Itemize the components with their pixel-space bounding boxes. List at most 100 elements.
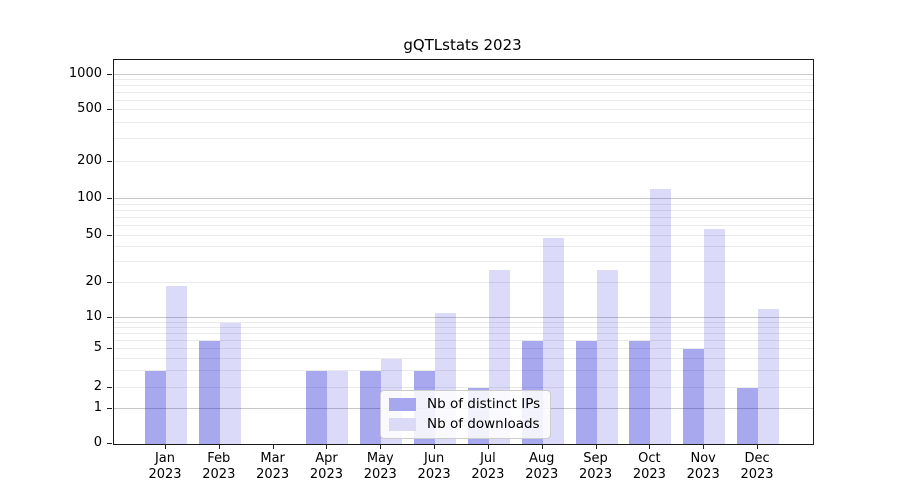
- x-tick-mark: [649, 444, 651, 449]
- x-tick-mark: [218, 444, 220, 449]
- x-tick-label: Dec 2023: [727, 451, 787, 483]
- bar-distinct-ips: [737, 388, 759, 444]
- x-tick-label-year: 2023: [632, 467, 666, 482]
- y-tick-mark: [107, 387, 112, 388]
- x-tick-label-year: 2023: [686, 467, 720, 482]
- y-tick-mark: [107, 282, 112, 283]
- y-tick-label: 500: [77, 101, 102, 116]
- x-tick-label: Oct 2023: [619, 451, 679, 483]
- gridline-minor: [114, 321, 813, 323]
- y-tick-label: 5: [93, 340, 102, 355]
- x-tick-label-year: 2023: [579, 467, 613, 482]
- bar-distinct-ips: [306, 370, 328, 444]
- y-tick-label: 10: [85, 309, 102, 324]
- gridline-minor: [114, 92, 813, 94]
- x-tick-label-year: 2023: [525, 467, 559, 482]
- gridline-minor: [114, 121, 813, 123]
- x-tick-label-year: 2023: [148, 467, 182, 482]
- legend-swatch-distinct-ips: [389, 398, 416, 411]
- x-tick-mark: [165, 444, 166, 449]
- gridline-minor: [114, 217, 813, 219]
- y-tick-mark: [107, 161, 112, 162]
- y-tick-mark: [107, 74, 112, 75]
- x-tick-label: Mar 2023: [243, 451, 303, 483]
- y-tick-mark: [107, 198, 112, 199]
- y-tick-label: 0: [93, 435, 102, 450]
- gridline-minor: [114, 225, 813, 227]
- legend-label-downloads: Nb of downloads: [427, 416, 540, 432]
- gridline-minor: [114, 369, 813, 371]
- x-tick-label: Jun 2023: [404, 451, 464, 483]
- legend-item-distinct-ips: Nb of distinct IPs: [389, 397, 540, 412]
- x-tick-label: May 2023: [350, 451, 410, 483]
- gridline-minor: [114, 348, 813, 349]
- gridline-minor: [114, 282, 813, 283]
- x-tick-mark: [595, 444, 597, 449]
- x-tick-mark: [272, 444, 274, 449]
- gridline-minor: [114, 235, 813, 236]
- bar-downloads: [219, 322, 241, 444]
- x-tick-mark: [434, 444, 436, 449]
- y-tick-label: 1000: [68, 66, 102, 81]
- gridline-minor: [114, 357, 813, 359]
- x-tick-mark: [703, 444, 705, 449]
- y-tick-label: 1: [93, 400, 102, 415]
- x-tick-label: Jan 2023: [135, 451, 195, 483]
- gridline-minor: [114, 246, 813, 248]
- x-tick-label-year: 2023: [471, 467, 505, 482]
- bar-distinct-ips: [629, 340, 651, 444]
- plot-area: [113, 59, 814, 445]
- gridline-major: [114, 74, 813, 75]
- gridline-minor: [114, 387, 813, 388]
- x-tick-label-year: 2023: [740, 467, 774, 482]
- y-tick-mark: [107, 235, 112, 236]
- bar-downloads: [704, 229, 726, 444]
- gridline-minor: [114, 209, 813, 211]
- y-tick-label: 20: [85, 274, 102, 289]
- x-tick-label-year: 2023: [309, 467, 343, 482]
- y-tick-label: 50: [85, 227, 102, 242]
- x-tick-label: Jul 2023: [458, 451, 518, 483]
- legend-label-distinct-ips: Nb of distinct IPs: [427, 396, 541, 412]
- x-tick-label: Nov 2023: [673, 451, 733, 483]
- bar-distinct-ips: [145, 370, 166, 444]
- bar-distinct-ips: [360, 370, 382, 444]
- chart-title: gQTLstats 2023: [403, 36, 522, 54]
- bar-distinct-ips: [198, 340, 220, 444]
- y-tick-mark: [107, 348, 112, 349]
- gridline-minor: [114, 109, 813, 110]
- y-tick-mark: [107, 109, 112, 110]
- legend-item-downloads: Nb of downloads: [389, 417, 540, 432]
- x-tick-label: Apr 2023: [296, 451, 356, 483]
- x-tick-mark: [487, 444, 489, 449]
- x-tick-label-year: 2023: [417, 467, 451, 482]
- x-tick-mark: [541, 444, 543, 449]
- gridline-minor: [114, 339, 813, 341]
- y-tick-label: 100: [77, 190, 102, 205]
- legend: Nb of distinct IPs Nb of downloads: [380, 390, 552, 439]
- gridline-minor: [114, 161, 813, 162]
- bar-distinct-ips: [575, 340, 597, 444]
- legend-swatch-downloads: [389, 418, 416, 431]
- x-tick-mark: [326, 444, 328, 449]
- x-tick-label: Feb 2023: [189, 451, 249, 483]
- gridline-minor: [114, 79, 813, 81]
- gridline-minor: [114, 332, 813, 334]
- y-tick-mark: [107, 408, 112, 409]
- gridline-minor: [114, 203, 813, 205]
- y-tick-mark: [107, 443, 112, 444]
- x-tick-mark: [757, 444, 759, 449]
- bar-downloads: [758, 308, 780, 444]
- bar-downloads: [596, 269, 618, 444]
- x-tick-label-year: 2023: [363, 467, 397, 482]
- x-tick-label: Aug 2023: [512, 451, 572, 483]
- gridline-minor: [114, 99, 813, 101]
- gridline-minor: [114, 85, 813, 87]
- gridline-minor: [114, 326, 813, 328]
- gridline-major: [114, 317, 813, 318]
- x-tick-label: Sep 2023: [566, 451, 626, 483]
- y-tick-label: 200: [77, 153, 102, 168]
- bar-downloads: [166, 285, 187, 444]
- x-tick-label-year: 2023: [256, 467, 290, 482]
